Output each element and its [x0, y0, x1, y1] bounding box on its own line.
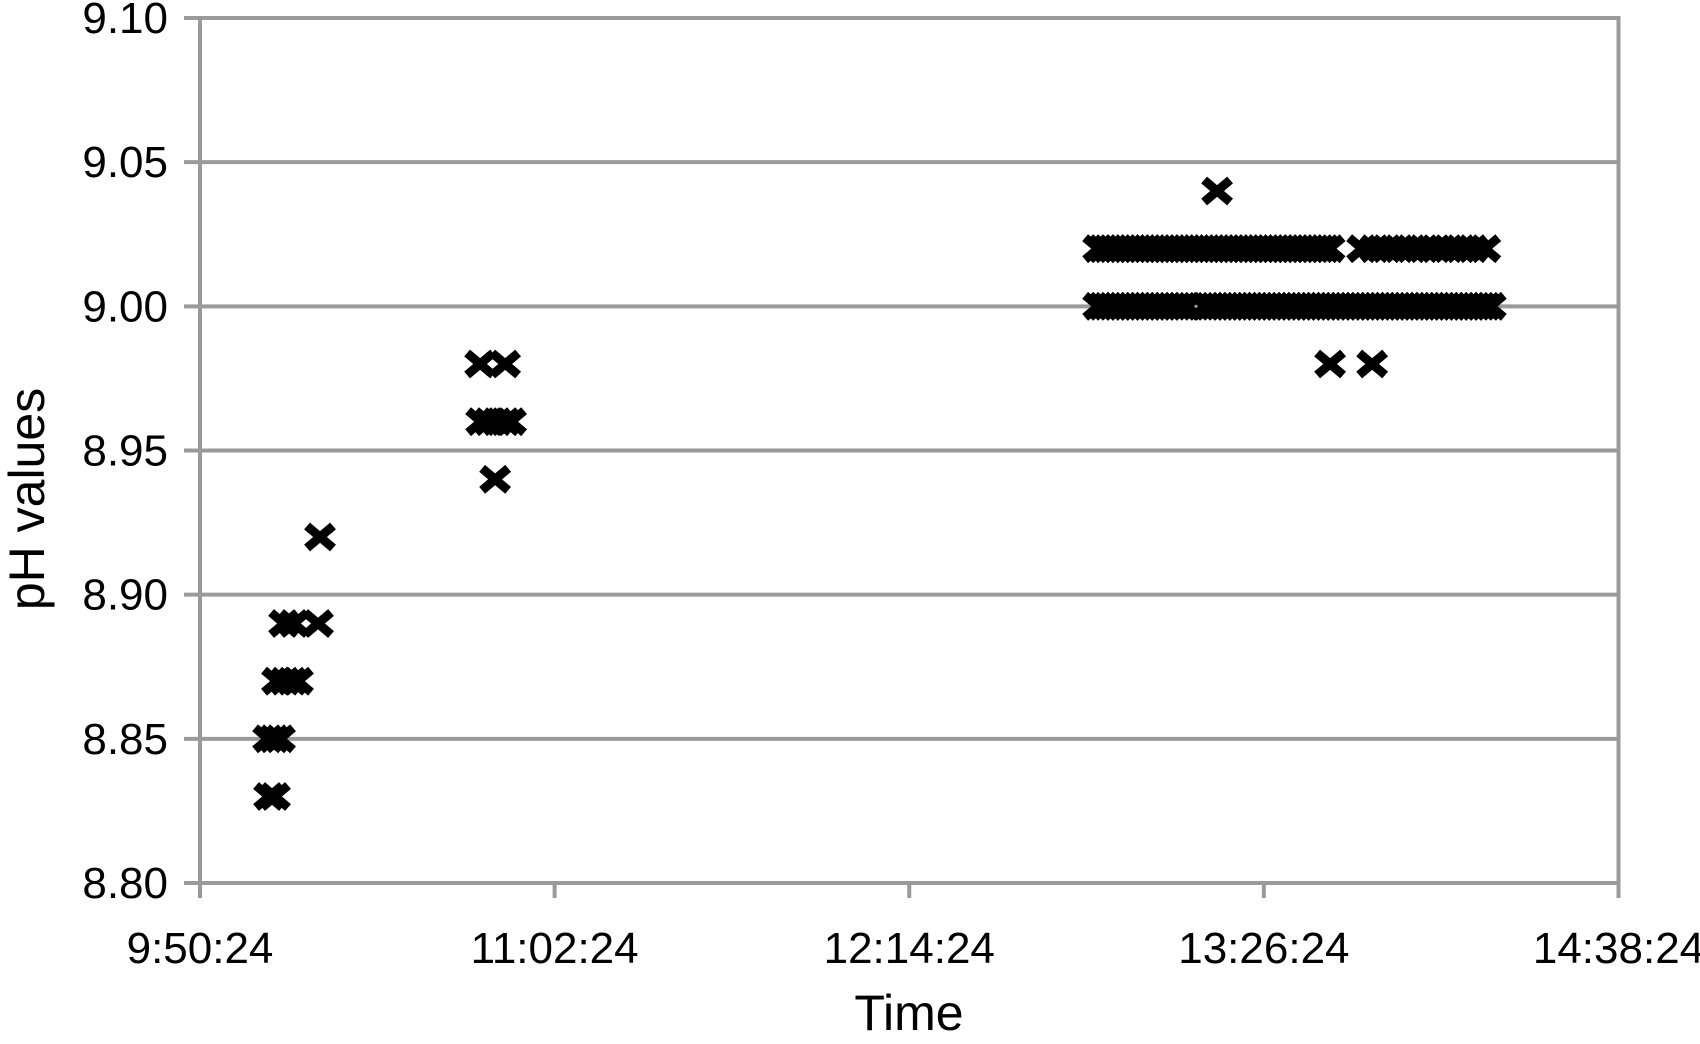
x-tick-label: 12:14:24	[824, 924, 995, 973]
data-point-x-marker	[495, 407, 528, 437]
data-point-x-marker	[282, 666, 314, 696]
y-tick-label: 8.85	[82, 715, 168, 764]
data-point-x-marker	[479, 464, 512, 494]
data-point-x-marker	[1474, 291, 1507, 321]
data-point-x-marker	[1469, 234, 1502, 264]
data-point-x-marker	[489, 349, 522, 379]
data-point-x-marker	[304, 522, 336, 552]
x-tick-label: 11:02:24	[471, 924, 639, 973]
y-tick-label: 8.95	[82, 427, 168, 476]
data-point-x-marker	[264, 724, 296, 754]
tick-label-layer: 8.80 8.85 8.90 8.95 9.00 9.05 9.10 9:50:24 11:02…	[82, 0, 1700, 973]
y-tick-label: 9.10	[82, 0, 168, 43]
x-tick-label: 13:26:24	[1178, 924, 1349, 973]
y-axis-title: pH values	[0, 388, 55, 610]
gridline-layer	[184, 16, 1621, 885]
data-marker-layer	[252, 176, 1507, 811]
x-axis-title: Time	[854, 985, 963, 1041]
axis-layer	[198, 16, 1621, 898]
x-tick-label: 14:38:24	[1533, 924, 1700, 973]
x-tick-label: 9:50:24	[127, 924, 274, 973]
data-point-x-marker	[1313, 234, 1346, 264]
y-tick-label: 8.90	[82, 571, 168, 620]
data-point-x-marker	[1356, 349, 1389, 379]
data-point-x-marker	[302, 609, 334, 638]
data-point-x-marker	[1201, 176, 1233, 206]
y-tick-label: 8.80	[82, 859, 168, 908]
y-tick-label: 9.05	[82, 138, 168, 187]
data-point-x-marker	[1314, 349, 1347, 379]
data-point-x-marker	[464, 349, 496, 379]
data-point-x-marker	[259, 782, 291, 811]
y-tick-label: 9.00	[82, 282, 168, 331]
data-point-x-marker	[268, 609, 300, 638]
